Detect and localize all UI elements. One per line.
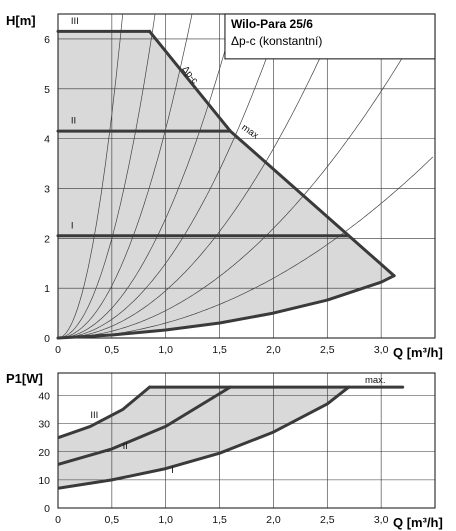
- bot-series-line-2: [58, 385, 351, 490]
- bot-xtick-label: 2,0: [266, 514, 281, 526]
- top-xtick-label: 2,0: [266, 344, 281, 356]
- y-axis-label: H[m]: [6, 13, 36, 28]
- y-axis-label-power: P1[W]: [6, 371, 43, 386]
- top-ytick-label: 1: [44, 283, 50, 295]
- top-series-label: I: [71, 220, 74, 231]
- bot-xtick-label: 1,5: [212, 514, 227, 526]
- top-series-line-4: [56, 274, 396, 340]
- bot-series-label: III: [90, 410, 98, 421]
- top-ytick-label: 0: [44, 333, 50, 345]
- bot-ytick-label: 30: [38, 419, 50, 431]
- top-xtick-label: 0,5: [105, 344, 120, 356]
- top-series-label: II: [71, 116, 76, 127]
- bot-series-line-0: [58, 385, 152, 440]
- x-axis-label: Q [m³/h]: [393, 345, 443, 360]
- top-series-label: III: [71, 16, 79, 27]
- bot-xtick-label: 0,5: [105, 514, 120, 526]
- power-region-shading: [58, 387, 349, 489]
- bot-xtick-label: 0: [55, 514, 61, 526]
- bot-xtick-label: 2,5: [320, 514, 335, 526]
- system-curve-1: [58, 14, 156, 338]
- top-xtick-label: 1,0: [158, 344, 173, 356]
- top-xtick-label: 0: [55, 344, 61, 356]
- top-series-line-3: [148, 29, 396, 278]
- top-xtick-label: 1,5: [212, 344, 227, 356]
- x-axis-label-power: Q [m³/h]: [393, 515, 443, 530]
- bot-ytick-label: 20: [38, 447, 50, 459]
- top-ytick-label: 4: [44, 134, 50, 146]
- bot-ytick-label: 40: [38, 391, 50, 403]
- bot-xtick-label: 3,0: [374, 514, 389, 526]
- operating-region-shading: [58, 31, 395, 339]
- bot-ytick-label: 10: [38, 475, 50, 487]
- bot-xtick-label: 1,0: [158, 514, 173, 526]
- chart-subtitle: Δp-c (konstantní): [231, 34, 322, 48]
- bot-series-label: I: [171, 465, 174, 476]
- top-ytick-label: 6: [44, 34, 50, 46]
- top-xtick-label: 2,5: [320, 344, 335, 356]
- power-curves: [58, 385, 405, 490]
- chart-title: Wilo-Para 25/6: [231, 17, 313, 31]
- system-curve-6: [58, 14, 429, 338]
- top-ytick-label: 5: [44, 84, 50, 96]
- top-xtick-label: 3,0: [374, 344, 389, 356]
- bot-series-label: II: [123, 441, 128, 452]
- top-ytick-label: 3: [44, 183, 50, 195]
- bot-series-line-1: [58, 385, 232, 466]
- head-flow-chart: 0 1 2 3 4 5 6 0 0,5 1,0 1,5 2,0 2,5 3,0 Wilo-Para 25/6…: [6, 13, 443, 360]
- bot-series-label: max.: [365, 375, 386, 386]
- bot-plot-frame: [57, 372, 436, 509]
- top-ytick-label: 2: [44, 233, 50, 245]
- bot-ytick-label: 0: [44, 503, 50, 515]
- legend-box: [224, 13, 436, 60]
